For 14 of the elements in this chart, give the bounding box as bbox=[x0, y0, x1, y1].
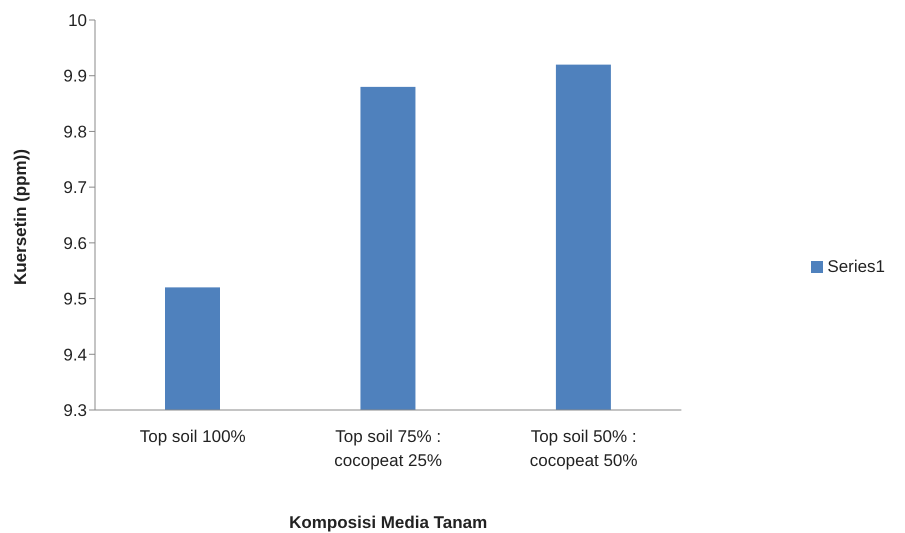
y-tick-label: 9.5 bbox=[63, 290, 87, 309]
y-tick-label: 9.4 bbox=[63, 345, 87, 364]
y-tick-label: 9.3 bbox=[63, 401, 87, 420]
y-tick-label: 9.8 bbox=[63, 122, 87, 142]
y-tick-label: 9.9 bbox=[63, 66, 87, 86]
y-tick-label: 10 bbox=[68, 11, 87, 30]
x-axis-title: Komposisi Media Tanam bbox=[289, 513, 488, 532]
x-tick-label: Top soil 100% bbox=[140, 427, 246, 446]
legend-label: Series1 bbox=[827, 256, 885, 276]
x-tick-label: Top soil 50% : cocopeat 50% bbox=[530, 427, 638, 470]
y-tick-label: 9.6 bbox=[63, 234, 87, 253]
x-tick-label: Top soil 75% : cocopeat 25% bbox=[334, 427, 442, 470]
y-tick-label: 9.7 bbox=[63, 178, 87, 198]
y-axis-title: Kuersetin (ppm)) bbox=[11, 149, 30, 285]
